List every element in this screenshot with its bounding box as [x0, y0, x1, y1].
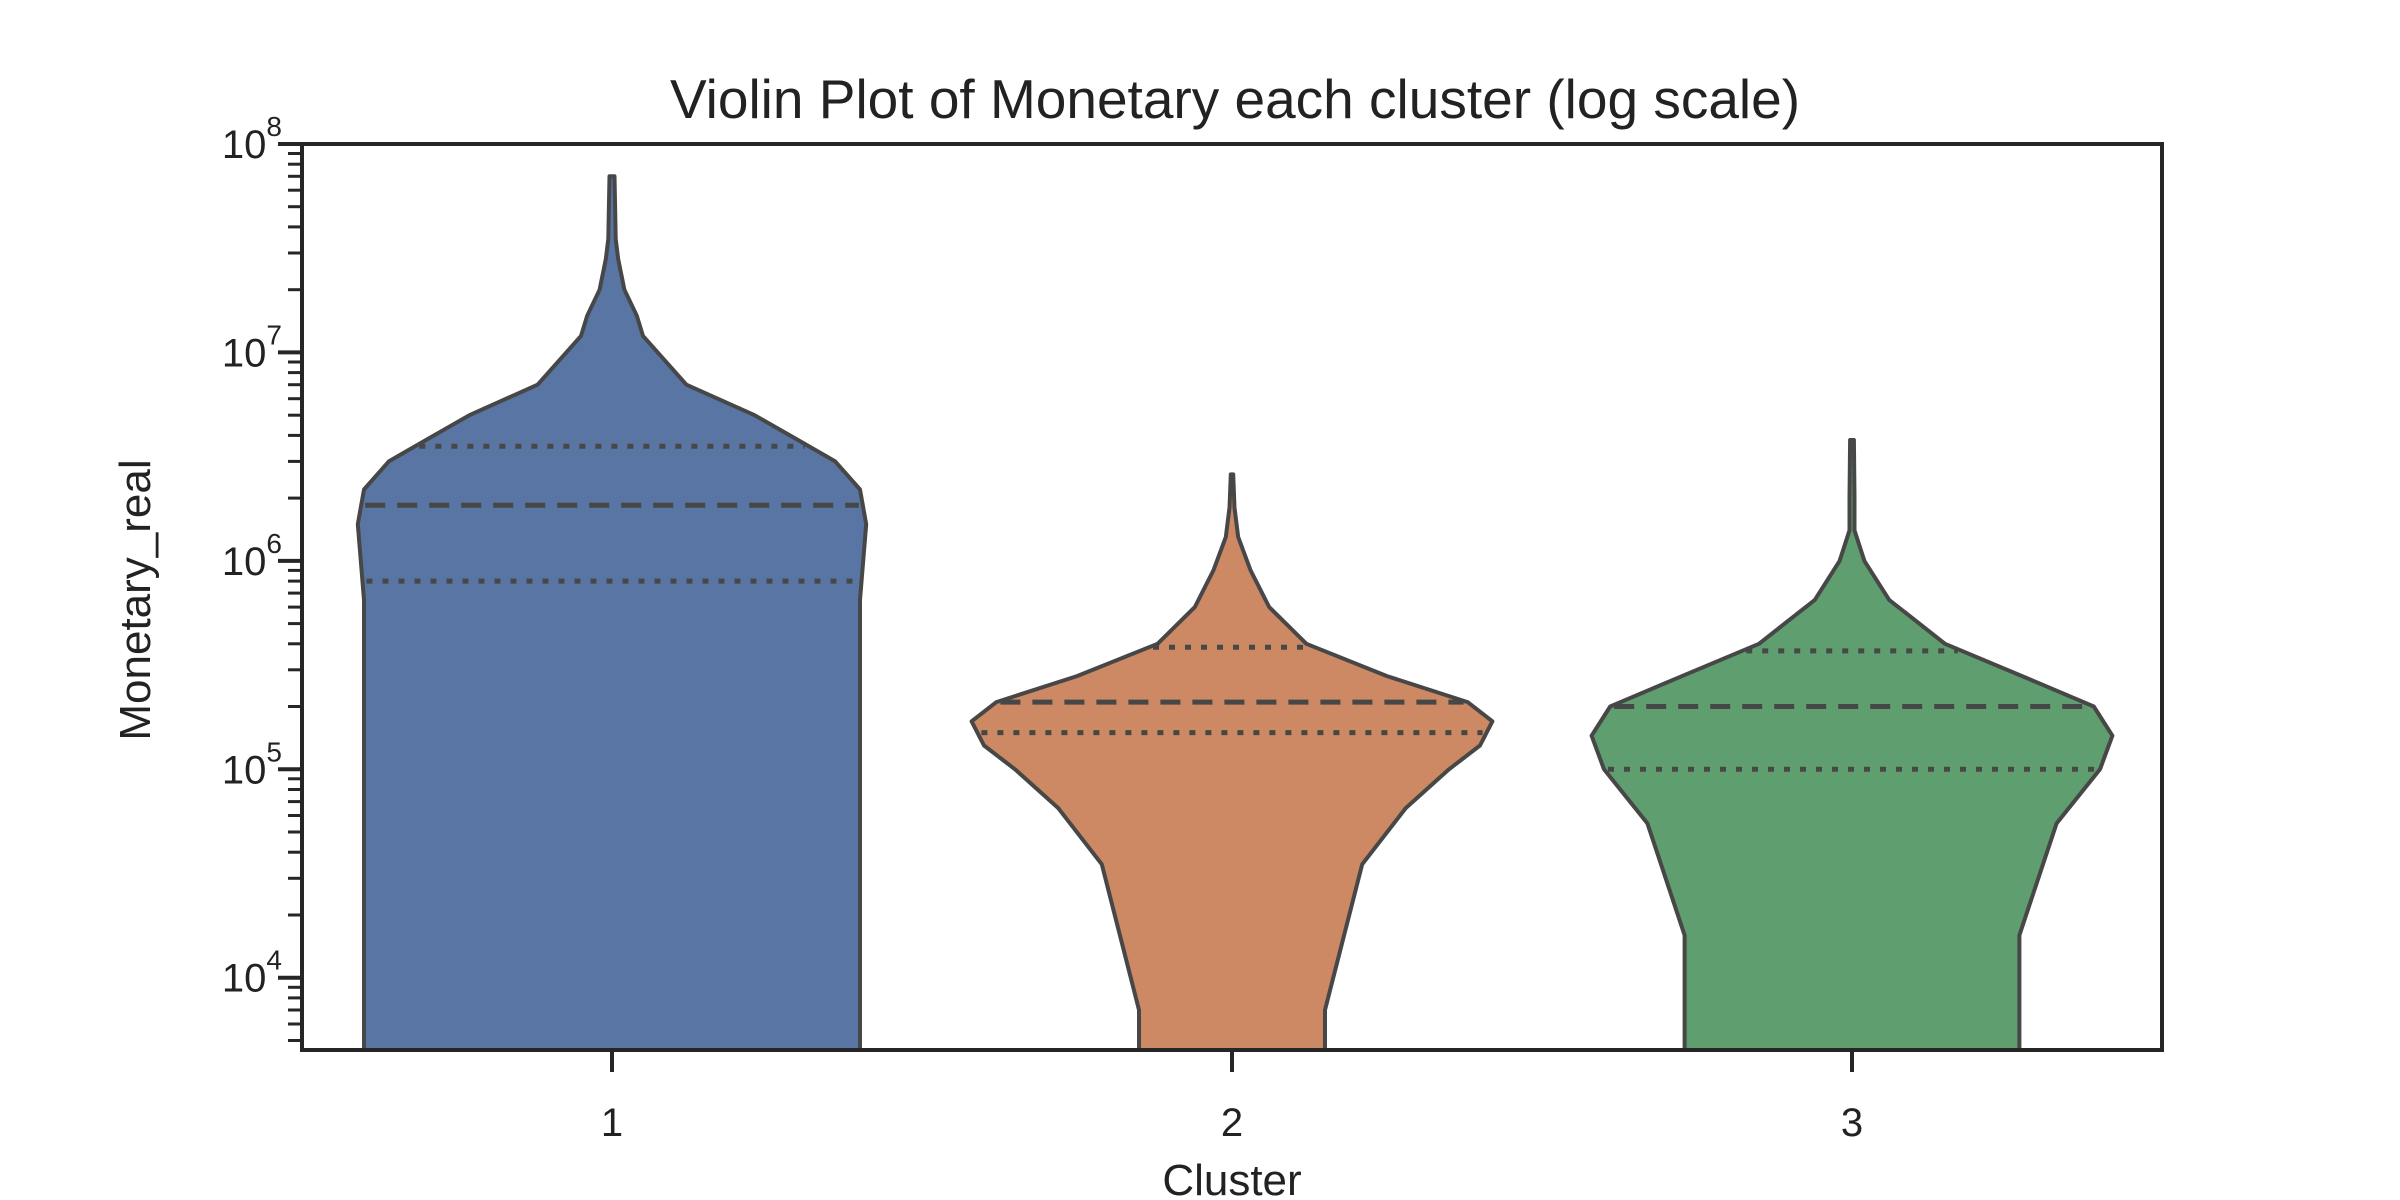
x-tick-label-2: 2 — [1221, 1101, 1243, 1145]
y-tick-label: 104 — [222, 945, 282, 1001]
y-tick-label: 108 — [222, 111, 282, 167]
y-tick-label: 106 — [222, 528, 282, 584]
violins-layer — [355, 174, 2115, 1052]
chart-title: Violin Plot of Monetary each cluster (lo… — [670, 68, 1800, 130]
plot-frame — [300, 142, 2164, 1052]
x-tick-label-1: 1 — [601, 1101, 623, 1145]
y-tick-label: 105 — [222, 736, 282, 792]
x-axis: 1 2 3 — [601, 1050, 1863, 1145]
y-axis: 104 105 106 107 108 — [222, 111, 302, 1042]
violin-body-1 — [355, 174, 869, 1052]
violin-body-3 — [1589, 438, 2115, 1052]
x-axis-label: Cluster — [1162, 1156, 1301, 1200]
y-axis-label: Monetary_real — [111, 459, 160, 740]
y-tick-label: 107 — [222, 319, 282, 375]
x-tick-label-3: 3 — [1841, 1101, 1863, 1145]
violin-body-2 — [969, 472, 1495, 1052]
